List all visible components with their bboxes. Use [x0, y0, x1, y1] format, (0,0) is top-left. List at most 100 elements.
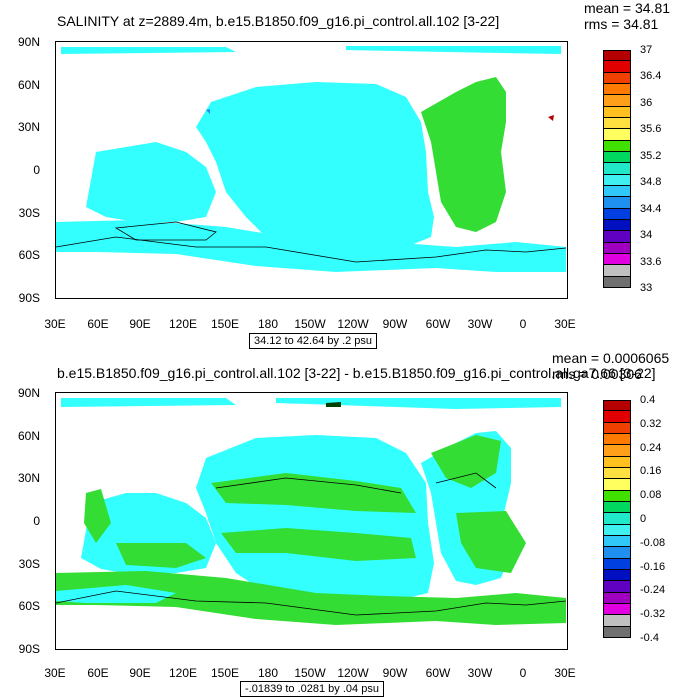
- colorbar-label: 35.6: [640, 123, 662, 136]
- colorbar-label: -0.24: [640, 584, 666, 597]
- colorbar-label: -0.4: [640, 632, 659, 644]
- southern-ocean: [56, 220, 566, 272]
- colorbar-swatch: [603, 456, 631, 468]
- p2-xtick-90e: 90E: [129, 666, 151, 680]
- p2-xtick-60e: 60E: [87, 666, 109, 680]
- panel1-colorbar-labels: 37 36.4 36 35.6 35.2 34.8 34.4 34 33.6 33: [640, 44, 690, 294]
- p1-xtick-30e-end: 30E: [554, 317, 576, 331]
- colorbar-label: 34.8: [640, 176, 662, 189]
- colorbar-swatch: [603, 434, 631, 446]
- colorbar-label: 36.4: [640, 70, 662, 83]
- colorbar-swatch: [603, 536, 631, 548]
- colorbar-swatch: [603, 208, 631, 220]
- colorbar-swatch: [603, 490, 631, 502]
- colorbar-swatch: [603, 265, 631, 277]
- panel1-colorbar: [603, 50, 631, 288]
- p1-xtick-90e: 90E: [129, 317, 151, 331]
- colorbar-label: 34.4: [640, 202, 662, 215]
- colorbar-swatch: [603, 118, 631, 130]
- colorbar-swatch: [603, 422, 631, 434]
- colorbar-swatch: [603, 581, 631, 593]
- p1-xtick-60e: 60E: [87, 317, 109, 331]
- colorbar-swatch: [603, 411, 631, 423]
- dark-spot: [326, 402, 341, 407]
- colorbar-swatch: [603, 220, 631, 232]
- colorbar-swatch: [603, 400, 631, 412]
- colorbar-swatch: [603, 95, 631, 107]
- p2-xtick-180: 180: [257, 666, 279, 680]
- colorbar-swatch: [603, 570, 631, 582]
- colorbar-swatch: [603, 140, 631, 152]
- p2-xtick-90w: 90W: [382, 666, 408, 680]
- panel2-mean: mean = 0.0006065: [552, 350, 670, 366]
- contour-line-2: [215, 477, 402, 494]
- colorbar-swatch: [603, 592, 631, 604]
- pacific-ocean: [196, 82, 434, 247]
- p2-xtick-150w: 150W: [294, 666, 326, 680]
- arctic-region-east: [276, 398, 561, 409]
- pacific-green-band-2: [221, 528, 416, 561]
- colorbar-swatch: [603, 445, 631, 457]
- red-spot: [548, 115, 554, 121]
- panel2-rms: rms = 0.00306: [552, 366, 642, 382]
- colorbar-label: 33.6: [640, 255, 662, 268]
- colorbar-label: -0.16: [640, 560, 666, 573]
- p1-xtick-150w: 150W: [294, 317, 326, 331]
- colorbar-label: 36: [640, 96, 653, 109]
- panel1-contour-range: 34.12 to 42.64 by .2 psu: [249, 333, 378, 349]
- indian-ocean: [86, 142, 216, 222]
- colorbar-swatch: [603, 254, 631, 266]
- colorbar-swatch: [603, 468, 631, 480]
- colorbar-swatch: [603, 558, 631, 570]
- atlantic-green-2: [456, 511, 526, 573]
- panel2-contour-range: -.01839 to .0281 by .04 psu: [240, 681, 384, 697]
- colorbar-swatch: [603, 479, 631, 491]
- pacific-green-band: [211, 473, 416, 513]
- p1-ytick-90s: 90S: [18, 291, 40, 305]
- p1-xtick-30w: 30W: [467, 317, 493, 331]
- colorbar-swatch: [603, 242, 631, 254]
- p2-ytick-90n: 90N: [17, 386, 40, 400]
- colorbar-swatch: [603, 84, 631, 96]
- p1-xtick-30e: 30E: [44, 317, 66, 331]
- p1-ytick-60n: 60N: [17, 78, 40, 92]
- colorbar-swatch: [603, 276, 631, 288]
- colorbar-label: -0.08: [640, 536, 666, 549]
- colorbar-swatch: [603, 174, 631, 186]
- arctic-region: [61, 47, 236, 54]
- p2-ytick-60n: 60N: [17, 429, 40, 443]
- p1-xtick-120w: 120W: [337, 317, 369, 331]
- indian-green-2: [116, 543, 206, 568]
- panel2-map: [55, 392, 568, 650]
- colorbar-swatch: [603, 547, 631, 559]
- colorbar-label: 0.4: [640, 394, 656, 406]
- panel1-mean: mean = 34.81: [584, 0, 671, 16]
- colorbar-swatch: [603, 604, 631, 616]
- panel1-title: SALINITY at z=2889.4m, b.e15.B1850.f09_g…: [57, 13, 500, 29]
- colorbar-swatch: [603, 186, 631, 198]
- colorbar-label: 0.16: [640, 465, 662, 478]
- p1-xtick-60w: 60W: [425, 317, 451, 331]
- blue-spot: [206, 109, 210, 114]
- colorbar-label: 0.08: [640, 489, 662, 502]
- p2-ytick-0: 0: [33, 514, 40, 528]
- colorbar-swatch: [603, 231, 631, 243]
- p2-ytick-30s: 30S: [18, 557, 40, 571]
- p1-xtick-180: 180: [257, 317, 279, 331]
- panel2-map-svg: [56, 398, 567, 625]
- atlantic-green: [431, 435, 501, 488]
- colorbar-swatch: [603, 163, 631, 175]
- panel2-title: b.e15.B1850.f09_g16.pi_control.all.102 […: [57, 365, 656, 381]
- p2-xtick-120e: 120E: [168, 666, 198, 680]
- p2-ytick-30n: 30N: [17, 471, 40, 485]
- p1-ytick-30s: 30S: [18, 206, 40, 220]
- p1-ytick-90n: 90N: [17, 35, 40, 49]
- p2-xtick-60w: 60W: [425, 666, 451, 680]
- colorbar-label: 35.2: [640, 149, 662, 162]
- contour-line: [56, 590, 567, 616]
- p2-xtick-0: 0: [519, 666, 527, 680]
- southern-cyan: [56, 585, 176, 603]
- p1-ytick-60s: 60S: [18, 248, 40, 262]
- colorbar-label: 0.32: [640, 417, 662, 430]
- p2-ytick-60s: 60S: [18, 599, 40, 613]
